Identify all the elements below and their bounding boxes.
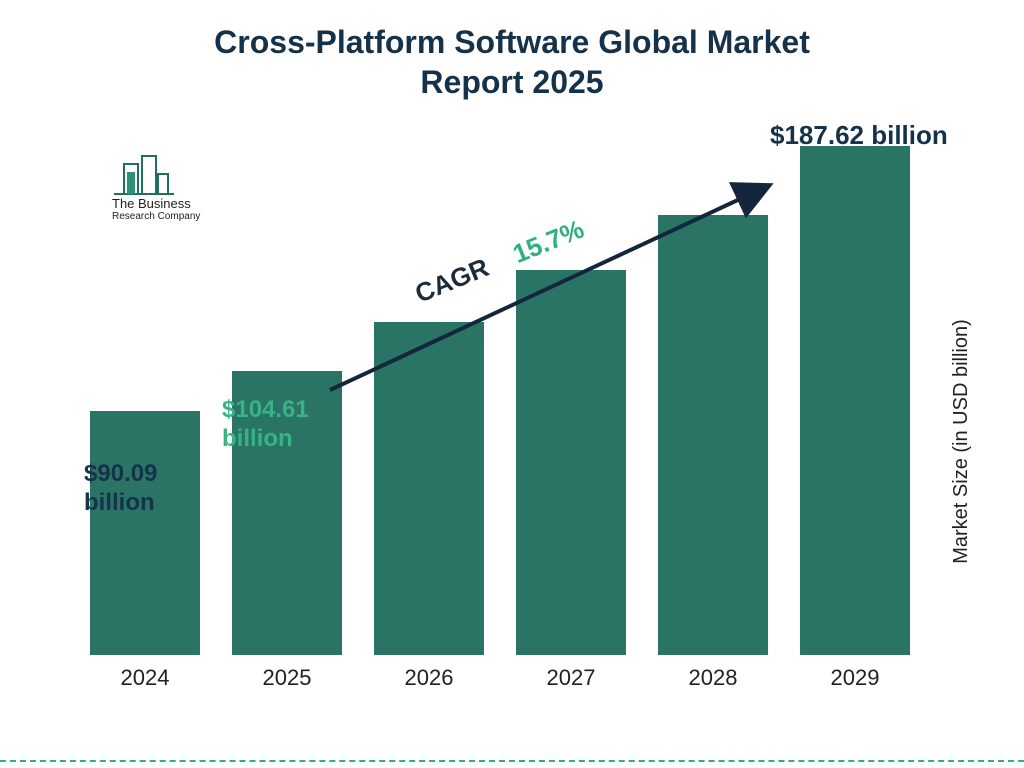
trend-arrow: [0, 0, 1024, 768]
value-label: $187.62 billion: [770, 120, 948, 151]
value-label: $90.09billion: [84, 460, 157, 518]
chart-container: Cross-Platform Software Global Market Re…: [0, 0, 1024, 768]
bottom-divider: [0, 760, 1024, 762]
value-label: $104.61billion: [222, 396, 309, 454]
